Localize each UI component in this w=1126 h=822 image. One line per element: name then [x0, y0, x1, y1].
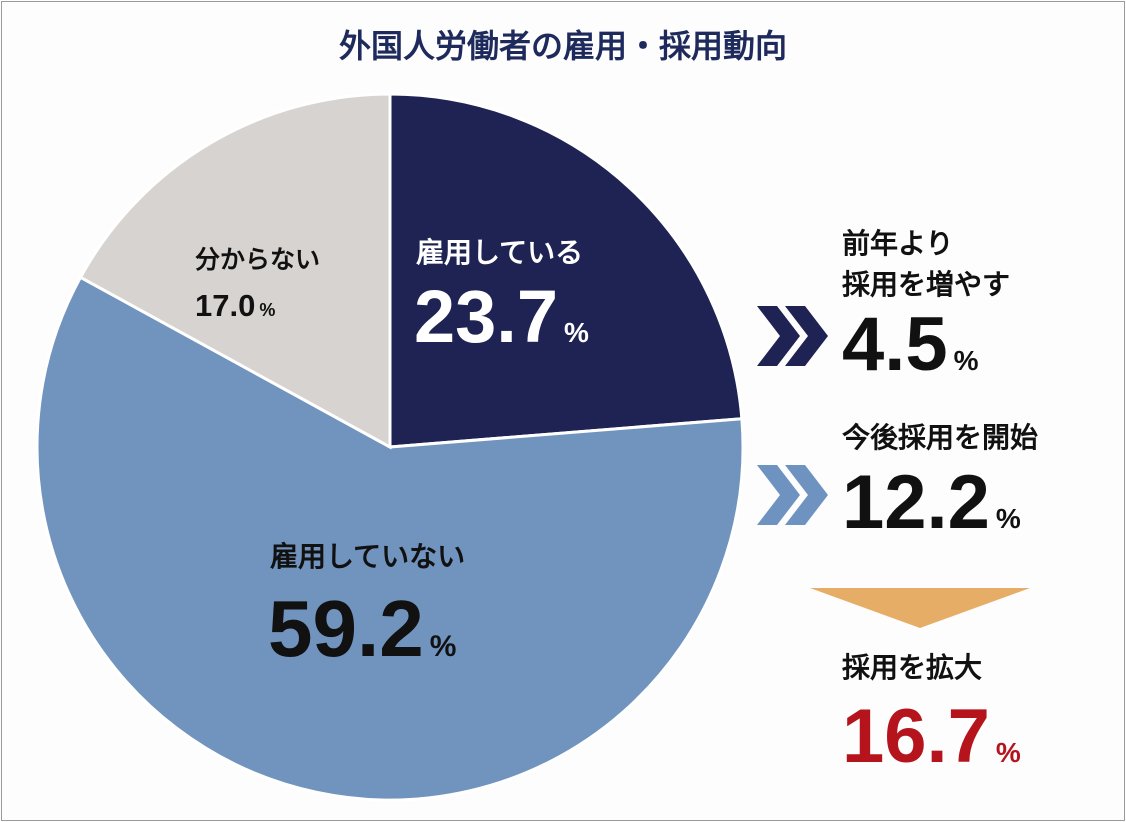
pie-slice-employing [388, 92, 744, 449]
annotation-label-start: 今後採用を開始 [842, 421, 1038, 454]
annotation-label-increase-line2: 採用を増やす [842, 268, 1010, 301]
annotation-label-increase-line1: 前年より [842, 227, 953, 260]
slice-label-employing: 雇用している [416, 236, 583, 269]
slice-value-employing: 23.7% [414, 275, 589, 358]
chevron-double-right-icon [757, 465, 828, 525]
annotation-value-expand: 16.7% [842, 694, 1021, 779]
slice-label-unknown: 分からない [195, 245, 320, 274]
annotation-value-increase: 4.5% [842, 302, 979, 387]
slice-value-unknown: 17.0% [195, 288, 275, 323]
chevron-double-right-icon [757, 306, 828, 366]
pie-slice-not-employing [35, 275, 745, 802]
chart-title: 外国人労働者の雇用・採用動向 [339, 27, 787, 65]
pie [35, 92, 745, 802]
slice-label-not-employing: 雇用していない [270, 540, 465, 573]
pie-slice-unknown [78, 92, 392, 450]
annotation-value-start: 12.2% [842, 460, 1021, 545]
slice-value-not-employing: 59.2% [268, 584, 456, 673]
arrow-down-icon [810, 588, 1030, 628]
annotation-label-expand: 採用を拡大 [842, 651, 982, 684]
